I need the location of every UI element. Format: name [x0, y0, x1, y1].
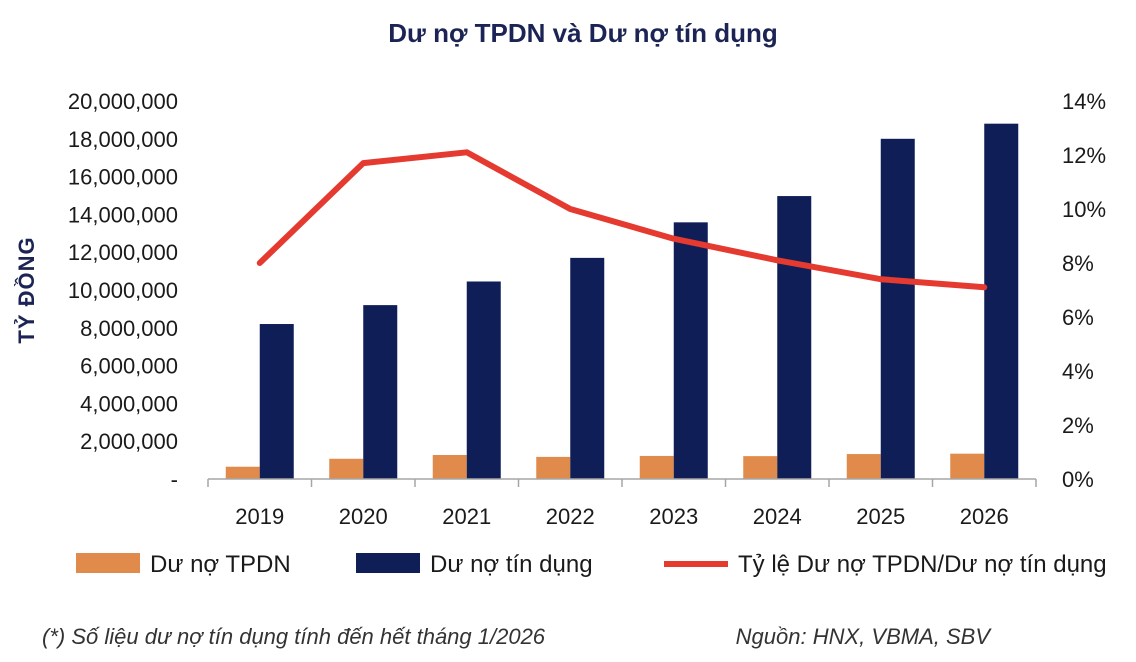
source-note: Nguồn: HNX, VBMA, SBV [736, 624, 993, 649]
y-tick-label: 18,000,000 [68, 127, 178, 152]
legend-swatch-tpdn [76, 553, 140, 573]
y-tick-label: 14,000,000 [68, 202, 178, 227]
y2-tick-label: 14% [1062, 89, 1106, 114]
y-tick-label: 2,000,000 [80, 429, 178, 454]
x-tick-label-2021: 2021 [442, 504, 491, 529]
bar-tpdn-2023 [639, 455, 674, 479]
bars [225, 123, 1019, 480]
bar-tin-dung-2026 [984, 123, 1019, 480]
bar-tpdn-2022 [536, 456, 571, 479]
y-tick-label: 8,000,000 [80, 316, 178, 341]
legend-label-tpdn: Dư nợ TPDN [150, 551, 291, 578]
bar-tin-dung-2021 [466, 281, 501, 479]
x-tick-label-2023: 2023 [649, 504, 698, 529]
ratio-line [256, 149, 988, 291]
legend-swatch-tin-dung [356, 553, 420, 573]
y-tick-label: - [171, 467, 178, 492]
y-tick-label: 16,000,000 [68, 165, 178, 190]
bar-tin-dung-2019 [259, 324, 294, 479]
x-axis: 2019 2020 2021 2022 2023 2024 2025 2026 [207, 478, 1037, 529]
bar-tin-dung-2023 [673, 222, 708, 479]
x-tick-label-2024: 2024 [753, 504, 802, 529]
bar-tin-dung-2025 [880, 138, 915, 480]
x-tick-label-2019: 2019 [235, 504, 284, 529]
y2-tick-label: 12% [1062, 143, 1106, 168]
legend-label-ratio: Tỷ lệ Dư nợ TPDN/Dư nợ tín dụng [738, 551, 1107, 578]
bar-tpdn-2019 [225, 466, 260, 479]
ratio-line-layer [256, 149, 988, 291]
legend-label-tin-dung: Dư nợ tín dụng [430, 551, 593, 578]
y-tick-label: 6,000,000 [80, 354, 178, 379]
bar-tin-dung-2024 [777, 196, 812, 479]
chart-title: Dư nợ TPDN và Dư nợ tín dụng [388, 18, 778, 48]
x-tick-label-2022: 2022 [546, 504, 595, 529]
y-axis-label: TỶ ĐỒNG [14, 236, 39, 343]
y2-tick-label: 4% [1062, 359, 1094, 384]
y2-tick-label: 0% [1062, 467, 1094, 492]
y2-tick-label: 10% [1062, 197, 1106, 222]
y2-tick-label: 6% [1062, 305, 1094, 330]
y-tick-label: 10,000,000 [68, 278, 178, 303]
y-tick-label: 20,000,000 [68, 89, 178, 114]
bar-tpdn-2021 [432, 454, 467, 479]
y-tick-label: 4,000,000 [80, 391, 178, 416]
y2-axis-ticks: 0% 2% 4% 6% 8% 10% 12% 14% [1062, 89, 1106, 492]
y2-tick-label: 2% [1062, 413, 1094, 438]
bar-tin-dung-2022 [570, 257, 605, 479]
x-tick-label-2026: 2026 [960, 504, 1009, 529]
bar-tpdn-2025 [846, 454, 881, 479]
x-tick-label-2025: 2025 [856, 504, 905, 529]
bar-tin-dung-2020 [363, 305, 398, 479]
bar-tpdn-2026 [950, 453, 985, 479]
bar-tpdn-2024 [743, 456, 778, 479]
y-axis-ticks: - 2,000,000 4,000,000 6,000,000 8,000,000 10,… [68, 89, 178, 492]
bar-tpdn-2020 [329, 458, 364, 479]
y-tick-label: 12,000,000 [68, 240, 178, 265]
x-tick-label-2020: 2020 [339, 504, 388, 529]
legend: Dư nợ TPDN Dư nợ tín dụng Tỷ lệ Dư nợ TP… [76, 551, 1107, 578]
y2-tick-label: 8% [1062, 251, 1094, 276]
footnote: (*) Số liệu dư nợ tín dụng tính đến hết … [42, 624, 546, 649]
